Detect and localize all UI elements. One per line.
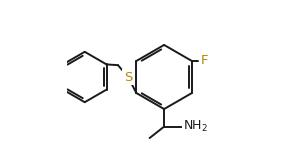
Text: F: F — [201, 55, 208, 67]
Text: NH$_2$: NH$_2$ — [183, 119, 208, 134]
Text: S: S — [124, 71, 132, 84]
